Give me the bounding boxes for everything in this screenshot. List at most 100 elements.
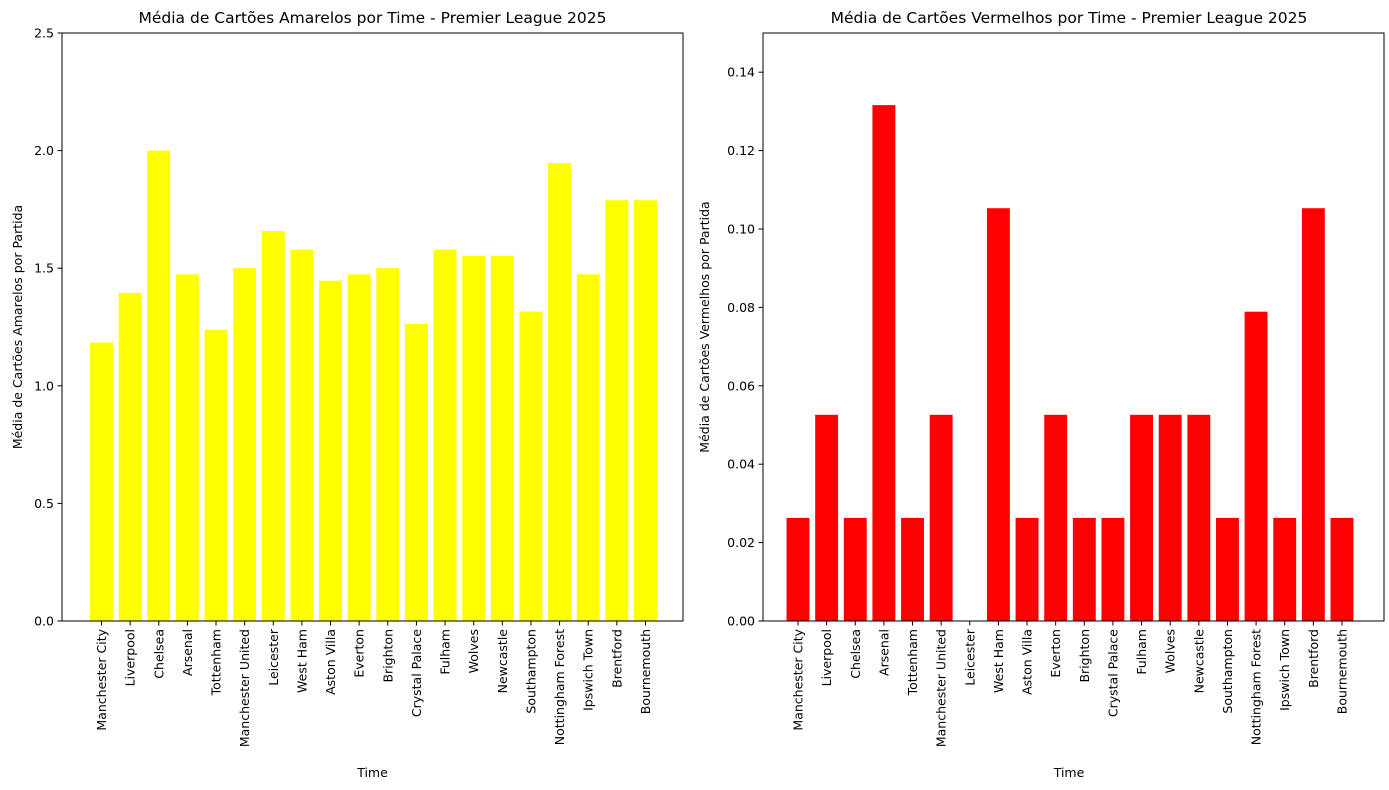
bar (290, 249, 314, 621)
x-tick-label: Brentford (1306, 629, 1321, 688)
x-tick-label: Wolves (1163, 629, 1178, 673)
bar (1044, 414, 1068, 621)
y-axis-ticks: 0.0 0.5 1.0 1.5 2.0 2.5 (34, 26, 62, 629)
red-cards-chart: Média de Cartões Vermelhos por Time - Pr… (697, 9, 1385, 780)
x-tick-label: Leicester (266, 628, 281, 686)
bar (376, 268, 400, 621)
bar (1158, 414, 1182, 621)
bar (548, 163, 572, 621)
chart-title: Média de Cartões Vermelhos por Time - Pr… (831, 9, 1308, 27)
y-tick-label: 0.14 (727, 65, 755, 80)
plot-frame (61, 32, 684, 622)
bar (843, 517, 867, 621)
bar (433, 249, 457, 621)
x-tick-label: Arsenal (876, 629, 891, 676)
x-tick-label: Newcastle (1191, 629, 1206, 694)
y-axis-label: Média de Cartões Amarelos por Partida (10, 205, 25, 449)
y-tick-label: 1.5 (34, 261, 54, 276)
yellow-cards-chart: Média de Cartões Amarelos por Time - Pre… (10, 9, 684, 780)
y-tick-label: 0.0 (34, 614, 54, 629)
x-tick-label: Leicester (962, 628, 977, 686)
x-tick-label: Southampton (1220, 629, 1235, 714)
bar (786, 517, 810, 621)
bar (490, 255, 514, 621)
x-tick-label: Nottingham Forest (1249, 629, 1264, 745)
bar (1301, 208, 1325, 621)
y-tick-label: 0.08 (727, 300, 755, 315)
y-tick-label: 0.04 (727, 457, 755, 472)
x-tick-label: West Ham (294, 629, 309, 693)
x-tick-label: Ipswich Town (1277, 629, 1292, 711)
bar (462, 255, 486, 621)
x-tick-label: Everton (352, 629, 367, 678)
y-tick-label: 2.0 (34, 143, 54, 158)
bar (175, 274, 199, 621)
x-axis-ticks: Manchester City Liverpool Chelsea Arsenal To… (791, 621, 1349, 747)
bar (872, 105, 896, 622)
x-tick-label: Bournemouth (1334, 629, 1349, 714)
x-tick-label: Aston Villa (1020, 629, 1035, 695)
x-axis-label: Time (356, 765, 388, 780)
y-tick-label: 2.5 (34, 26, 54, 41)
x-tick-label: Arsenal (180, 629, 195, 676)
x-axis-label: Time (1053, 765, 1085, 780)
x-tick-label: Chelsea (848, 629, 863, 679)
bars (786, 105, 1354, 622)
x-tick-label: Everton (1048, 629, 1063, 678)
bar (634, 200, 657, 621)
bar (901, 517, 924, 621)
bar (1101, 517, 1125, 621)
bar (605, 200, 629, 621)
y-axis-label: Média de Cartões Vermelhos por Partida (697, 201, 712, 452)
x-tick-label: Liverpool (819, 629, 834, 686)
y-tick-label: 0.10 (727, 222, 755, 237)
x-tick-label: Tottenham (905, 629, 920, 696)
bar (1130, 414, 1154, 621)
bar (1244, 311, 1268, 621)
bar (118, 292, 142, 621)
bar (204, 330, 228, 621)
y-tick-label: 0.06 (727, 378, 755, 393)
x-tick-label: Brighton (380, 629, 395, 683)
bars (90, 150, 657, 622)
y-tick-label: 0.12 (727, 143, 755, 158)
bar (233, 268, 257, 621)
bar (261, 231, 285, 622)
bar (90, 342, 113, 621)
bar (519, 311, 543, 621)
bar (1015, 517, 1039, 621)
bar (929, 414, 953, 621)
x-tick-label: Crystal Palace (409, 629, 424, 717)
bar (576, 274, 600, 621)
x-tick-label: West Ham (991, 629, 1006, 693)
x-tick-label: Nottingham Forest (552, 629, 567, 745)
x-tick-label: Southampton (523, 629, 538, 714)
chart-title: Média de Cartões Amarelos por Time - Pre… (139, 9, 607, 27)
x-tick-label: Wolves (466, 629, 481, 673)
bar (147, 150, 171, 621)
y-axis-ticks: 0.00 0.02 0.04 0.06 0.08 0.10 0.12 0.14 (727, 65, 763, 629)
bar (815, 414, 839, 621)
x-tick-label: Tottenham (209, 629, 224, 696)
x-tick-label: Manchester City (94, 628, 109, 730)
bar (1273, 517, 1297, 621)
bar (404, 323, 428, 621)
x-tick-label: Manchester United (934, 629, 949, 747)
x-tick-label: Brentford (609, 629, 624, 688)
x-tick-label: Fulham (1134, 629, 1149, 675)
bar (347, 274, 371, 621)
y-tick-label: 0.02 (727, 535, 755, 550)
x-tick-label: Manchester United (237, 629, 252, 747)
x-tick-label: Fulham (438, 629, 453, 675)
x-tick-label: Chelsea (151, 629, 166, 679)
x-tick-label: Manchester City (791, 628, 806, 730)
y-tick-label: 0.00 (727, 614, 755, 629)
x-tick-label: Crystal Palace (1105, 629, 1120, 717)
y-tick-label: 1.0 (34, 378, 54, 393)
x-tick-label: Aston Villa (323, 629, 338, 695)
plot-frame (762, 32, 1385, 622)
bar (319, 280, 342, 621)
bar (1216, 517, 1239, 621)
